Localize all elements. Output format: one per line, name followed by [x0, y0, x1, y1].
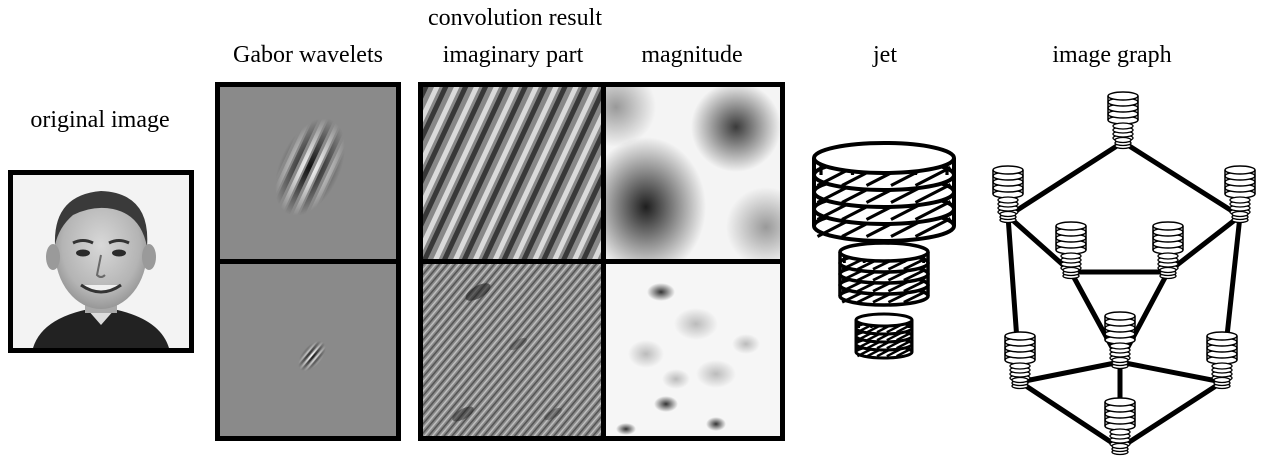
magnitude-image: [606, 264, 780, 436]
graph-node-icon: [1107, 91, 1139, 150]
jet-large-icon: [812, 141, 956, 243]
graph-edge: [1005, 213, 1074, 275]
imaginary-part-fine: [418, 259, 608, 441]
gabor-wavelet-coarse: [215, 82, 401, 264]
original-image-photo: [8, 170, 194, 353]
label-original-image: original image: [30, 107, 170, 133]
jet-diagram: [812, 141, 956, 360]
graph-edge: [1117, 379, 1225, 451]
gabor-wavelet-fine: [215, 259, 401, 441]
graph-node-icon: [1055, 221, 1087, 280]
graph-node-icon: [1104, 311, 1136, 370]
label-jet: jet: [873, 42, 897, 68]
graph-node-icon: [1224, 165, 1256, 224]
graph-node-icon: [1206, 331, 1238, 390]
gabor-wavelet-icon: [220, 264, 396, 436]
jet-medium-icon: [838, 241, 930, 307]
graph-edge: [1165, 213, 1243, 275]
imaginary-part-coarse: [418, 82, 608, 264]
graph-nodes: [992, 91, 1256, 456]
magnitude-image: [606, 87, 780, 259]
graph-node-icon: [1004, 331, 1036, 390]
label-gabor-wavelets: Gabor wavelets: [233, 42, 383, 68]
imaginary-part-image: [423, 87, 603, 259]
face-icon: [13, 175, 189, 348]
graph-edge: [1005, 139, 1126, 219]
graph-edge: [1120, 139, 1243, 219]
label-magnitude: magnitude: [641, 42, 743, 68]
graph-edge: [1017, 359, 1123, 385]
graph-edge: [1117, 359, 1225, 385]
imaginary-part-image: [423, 264, 603, 436]
graph-edge: [1017, 379, 1123, 451]
graph-node-icon: [1104, 397, 1136, 456]
label-convolution-result: convolution result: [428, 5, 602, 31]
magnitude-fine: [601, 259, 785, 441]
graph-node-icon: [992, 165, 1024, 224]
jet-small-icon: [854, 312, 914, 360]
label-image-graph: image graph: [1052, 42, 1172, 68]
gabor-wavelet-icon: [220, 87, 396, 259]
magnitude-coarse: [601, 82, 785, 264]
image-graph-diagram: [992, 91, 1256, 456]
graph-node-icon: [1152, 221, 1184, 280]
label-imaginary-part: imaginary part: [442, 42, 584, 68]
